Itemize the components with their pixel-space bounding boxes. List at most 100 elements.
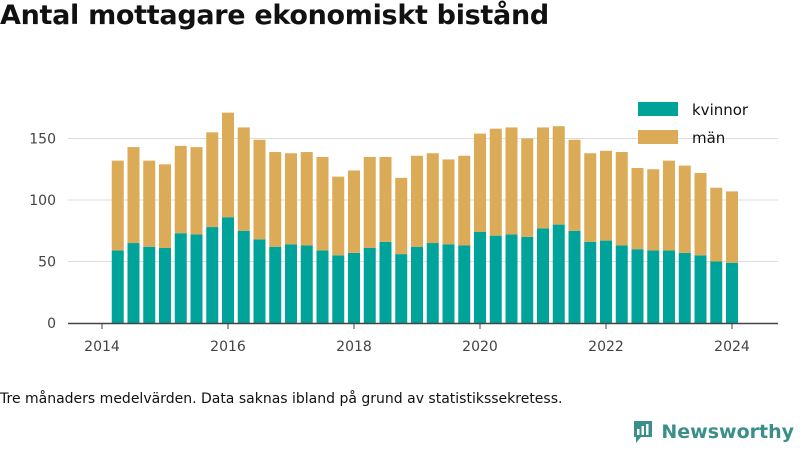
footnote: Tre månaders medelvärden. Data saknas ib… bbox=[0, 391, 563, 407]
bar-kvinnor bbox=[521, 236, 534, 323]
bar-kvinnor bbox=[316, 250, 329, 323]
bar-kvinnor bbox=[631, 249, 644, 323]
bar-kvinnor bbox=[663, 250, 675, 323]
bar-man bbox=[584, 153, 597, 242]
x-tick-label: 2014 bbox=[84, 339, 120, 355]
x-tick-label: 2022 bbox=[588, 339, 624, 355]
bar-man bbox=[363, 156, 376, 248]
bar-man bbox=[505, 127, 518, 235]
bar-kvinnor bbox=[474, 231, 486, 323]
bar-kvinnor bbox=[285, 244, 297, 323]
bar-kvinnor bbox=[269, 246, 282, 323]
legend-swatch bbox=[638, 130, 678, 144]
bar-kvinnor bbox=[537, 228, 549, 323]
bar-man bbox=[269, 152, 282, 247]
bar-man bbox=[663, 160, 675, 251]
bar-kvinnor bbox=[332, 255, 345, 323]
y-axis-ticks: 0 50 100 150 bbox=[29, 132, 56, 333]
bar-kvinnor bbox=[694, 255, 707, 323]
bar-man bbox=[726, 191, 738, 263]
brand-name: Newsworthy bbox=[661, 421, 794, 443]
bar-man bbox=[568, 139, 581, 231]
bar-kvinnor bbox=[568, 230, 581, 323]
x-tick-label: 2020 bbox=[462, 339, 498, 355]
bar-kvinnor bbox=[143, 246, 156, 323]
bar-man bbox=[111, 160, 124, 251]
bar-kvinnor bbox=[237, 230, 250, 323]
bar-kvinnor bbox=[395, 254, 408, 323]
bar-man bbox=[442, 159, 455, 245]
bar-man bbox=[474, 133, 486, 232]
bar-kvinnor bbox=[411, 246, 423, 323]
bar-man bbox=[143, 160, 156, 247]
bar-man bbox=[694, 172, 707, 256]
bar-kvinnor bbox=[174, 233, 187, 323]
bar-kvinnor bbox=[159, 247, 171, 323]
bar-kvinnor bbox=[363, 247, 376, 323]
bar-man bbox=[190, 147, 203, 235]
bar-kvinnor bbox=[379, 241, 392, 323]
bar-man bbox=[537, 127, 549, 229]
bar-man bbox=[678, 165, 691, 253]
bar-kvinnor bbox=[647, 250, 660, 323]
bar-kvinnor bbox=[127, 243, 140, 323]
bar-man bbox=[285, 153, 297, 245]
bar-man bbox=[600, 150, 612, 241]
newsworthy-logo-icon bbox=[634, 421, 653, 443]
bar-kvinnor bbox=[615, 245, 628, 323]
bar-man bbox=[426, 153, 439, 244]
bar-man bbox=[127, 147, 140, 244]
bars bbox=[111, 112, 738, 323]
bar-man bbox=[253, 139, 266, 240]
bar-kvinnor bbox=[300, 245, 313, 323]
x-tick-label: 2016 bbox=[210, 339, 246, 355]
bar-man bbox=[647, 169, 660, 251]
bar-man bbox=[174, 145, 187, 234]
bar-man bbox=[222, 112, 234, 218]
bar-kvinnor bbox=[678, 252, 691, 323]
bar-kvinnor bbox=[584, 241, 597, 323]
bar-kvinnor bbox=[253, 239, 266, 323]
bar-kvinnor bbox=[600, 240, 612, 323]
bar-kvinnor bbox=[552, 224, 565, 323]
bar-man bbox=[631, 168, 644, 250]
bar-man bbox=[159, 164, 171, 248]
legend-label: kvinnor bbox=[692, 101, 749, 119]
bar-man bbox=[379, 156, 392, 242]
bar-man bbox=[411, 155, 423, 247]
bar-kvinnor bbox=[726, 262, 738, 323]
bar-kvinnor bbox=[442, 244, 455, 323]
bar-kvinnor bbox=[348, 252, 360, 323]
bar-kvinnor bbox=[222, 217, 234, 323]
bar-man bbox=[237, 127, 250, 231]
bar-man bbox=[332, 176, 345, 256]
bar-kvinnor bbox=[111, 250, 124, 323]
brand-logo: Newsworthy bbox=[632, 419, 794, 445]
bar-man bbox=[521, 138, 534, 237]
bar-man bbox=[710, 187, 723, 262]
bar-kvinnor bbox=[458, 245, 471, 323]
y-tick-label: 0 bbox=[47, 316, 56, 332]
x-tick-label: 2018 bbox=[336, 339, 372, 355]
bar-man bbox=[300, 152, 313, 246]
bar-kvinnor bbox=[505, 234, 518, 323]
y-tick-label: 100 bbox=[29, 193, 56, 209]
bar-kvinnor bbox=[710, 261, 723, 323]
bar-kvinnor bbox=[190, 234, 203, 323]
y-tick-label: 50 bbox=[38, 255, 56, 271]
x-axis-ticks: 2014 2016 2018 2020 2022 2024 bbox=[84, 323, 750, 355]
chart-title: Antal mottagare ekonomiskt bistånd bbox=[0, 0, 549, 31]
bar-man bbox=[458, 155, 471, 246]
bar-man bbox=[552, 126, 565, 225]
legend-label: män bbox=[692, 129, 725, 147]
bar-man bbox=[489, 128, 502, 236]
legend-swatch bbox=[638, 102, 678, 116]
bar-man bbox=[206, 132, 219, 228]
x-tick-label: 2024 bbox=[714, 339, 750, 355]
legend: kvinnor män bbox=[638, 101, 749, 147]
bar-man bbox=[615, 152, 628, 246]
y-tick-label: 150 bbox=[29, 132, 56, 148]
bar-man bbox=[395, 177, 408, 255]
bar-kvinnor bbox=[206, 227, 219, 323]
